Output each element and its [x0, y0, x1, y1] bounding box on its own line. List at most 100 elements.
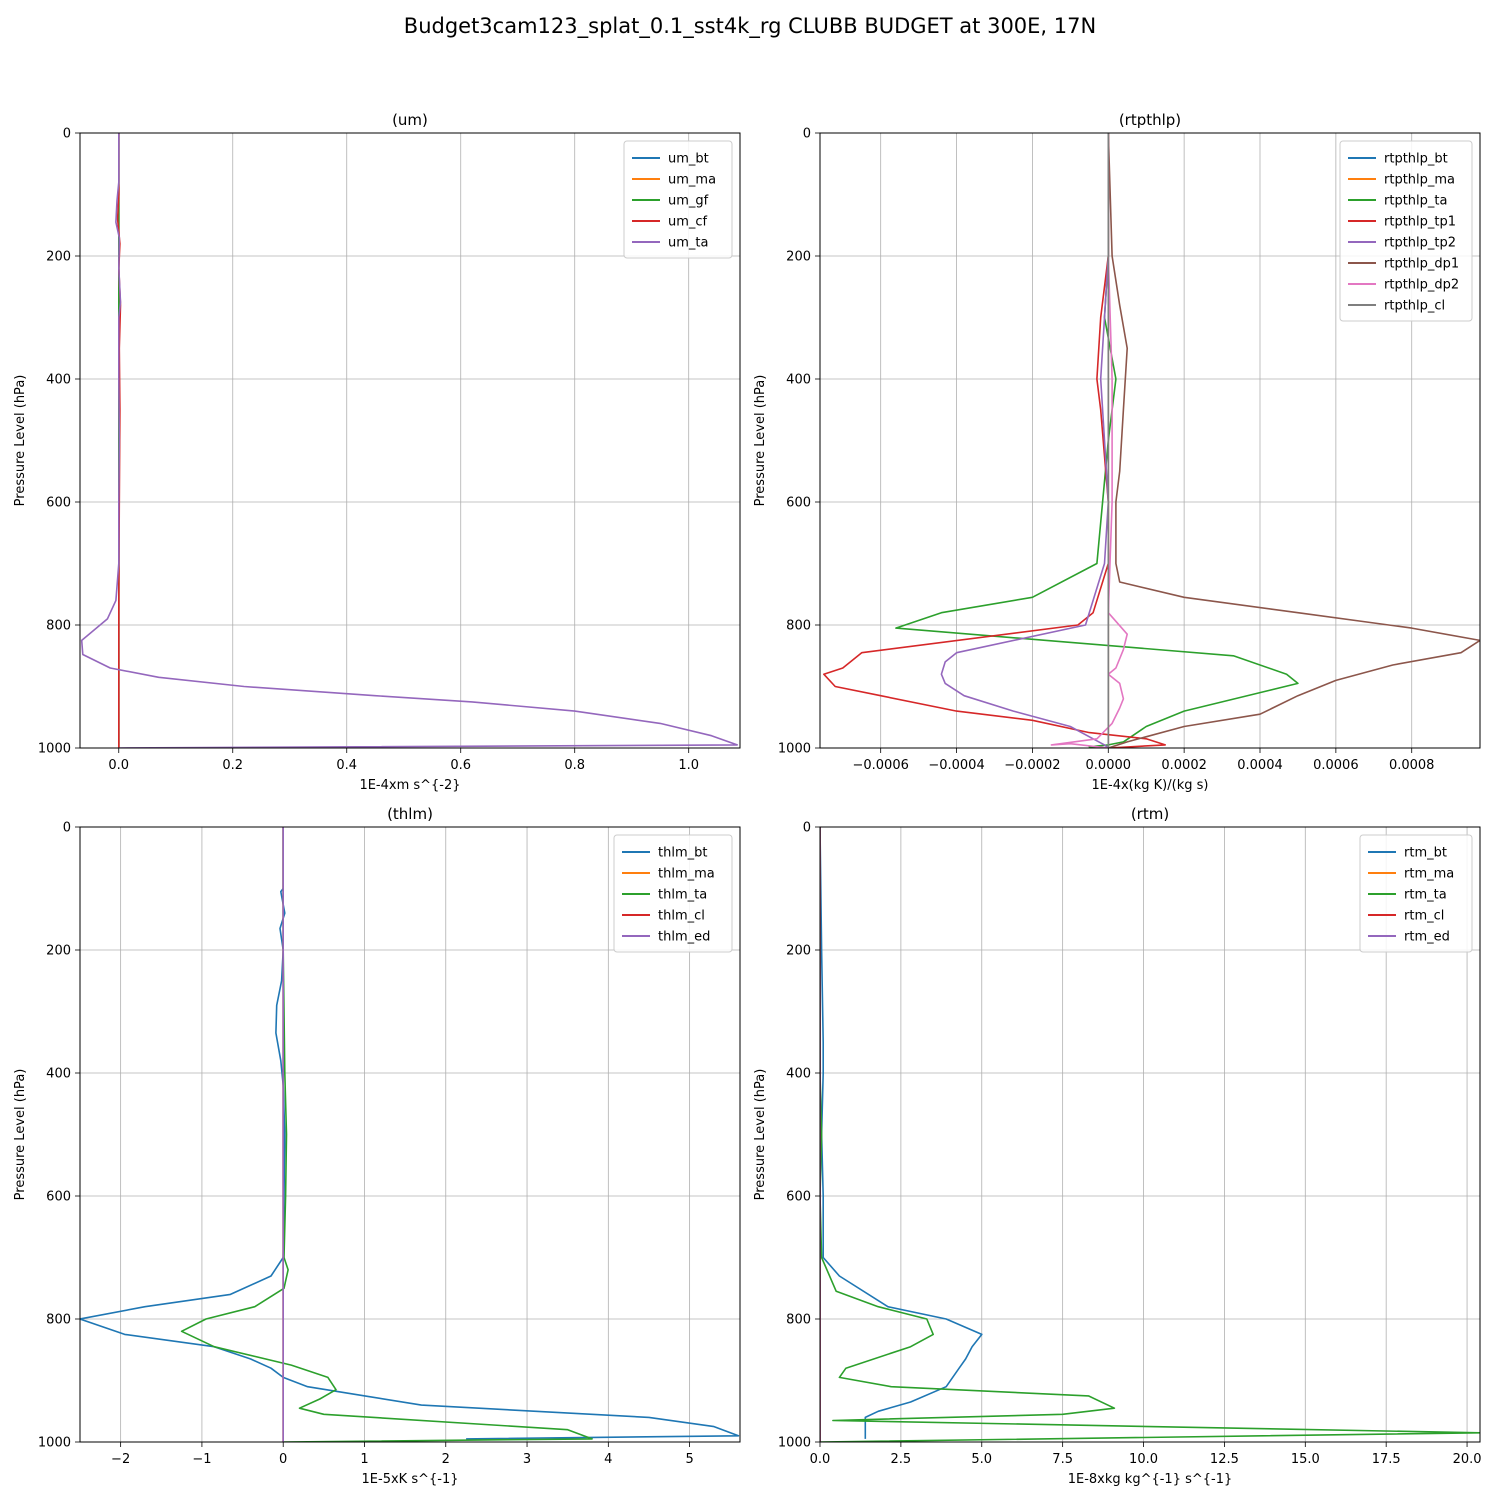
legend-label-rtpthlp_dp1: rtpthlp_dp1	[1384, 257, 1459, 272]
subplot-title: (rtpthlp)	[1119, 111, 1181, 129]
subplot-title: (thlm)	[387, 805, 433, 823]
y-tick-label: 1000	[38, 1436, 71, 1451]
subplot-2: −2 −1 0 1 2 3 4 5 0 200 400 600 800 1000 (thlm) 1E-5xK …	[13, 805, 741, 1487]
x-tick-label: 0.4	[336, 758, 357, 773]
series-line-rtm_bt	[820, 827, 983, 1439]
y-tick-label: 800	[46, 619, 71, 634]
x-axis-label: 1E-4x(kg K)/(kg s)	[1092, 778, 1209, 793]
y-tick-label: 600	[46, 1190, 71, 1205]
x-tick-label: 0.0000	[1086, 758, 1132, 773]
y-tick-label: 200	[786, 250, 811, 265]
x-tick-label: 5	[685, 1452, 693, 1467]
series-group	[822, 133, 1480, 748]
y-axis-label: Pressure Level (hPa)	[753, 1069, 768, 1201]
legend-label-thlm_ma: thlm_ma	[658, 867, 715, 882]
legend-label-rtpthlp_bt: rtpthlp_bt	[1384, 152, 1448, 167]
legend-label-um_gf: um_gf	[668, 194, 709, 209]
x-tick-label: 7.5	[1052, 1452, 1073, 1467]
legend-label-rtpthlp_dp2: rtpthlp_dp2	[1384, 278, 1459, 293]
x-tick-label: −0.0004	[928, 758, 984, 773]
legend-label-um_bt: um_bt	[668, 152, 709, 167]
x-tick-label: 20.0	[1453, 1452, 1482, 1467]
axes-frame	[79, 826, 741, 1443]
legend-label-um_cf: um_cf	[668, 215, 708, 230]
x-tick-label: 0.0006	[1313, 758, 1359, 773]
series-line-rtpthlp_dp1	[1107, 133, 1480, 748]
series-line-rtm_ta	[820, 827, 1480, 1442]
x-tick-label: 3	[523, 1452, 531, 1467]
y-tick-label: 1000	[778, 1436, 811, 1451]
legend-label-thlm_cl: thlm_cl	[658, 909, 705, 924]
legend-label-thlm_ta: thlm_ta	[658, 888, 707, 903]
x-tick-label: 4	[604, 1452, 612, 1467]
subplot-3: 0.0 2.5 5.0 7.5 10.0 12.5 15.0 17.5 20.0 0 200 400 6…	[753, 805, 1482, 1487]
y-tick-label: 1000	[778, 742, 811, 757]
x-tick-label: 10.0	[1129, 1452, 1158, 1467]
series-line-rtpthlp_tp2	[940, 133, 1110, 748]
legend-label-rtpthlp_cl: rtpthlp_cl	[1384, 299, 1445, 314]
x-tick-label: 0.8	[564, 758, 585, 773]
y-tick-label: 0	[63, 127, 71, 142]
legend-label-rtm_cl: rtm_cl	[1404, 909, 1444, 924]
y-tick-label: 600	[786, 496, 811, 511]
y-tick-label: 200	[46, 944, 71, 959]
series-line-um_ta	[80, 133, 739, 748]
x-tick-label: 5.0	[971, 1452, 992, 1467]
x-axis-label: 1E-4xm s^{-2}	[359, 778, 460, 793]
x-tick-label: 0.6	[450, 758, 471, 773]
y-tick-label: 400	[46, 1067, 71, 1082]
legend-label-um_ma: um_ma	[668, 173, 716, 188]
y-tick-label: 0	[63, 821, 71, 836]
y-tick-label: 800	[46, 1313, 71, 1328]
grid	[80, 132, 740, 749]
legend-box	[623, 140, 733, 259]
series-group	[80, 827, 740, 1442]
legend-label-rtm_bt: rtm_bt	[1404, 846, 1447, 861]
x-tick-label: 0	[279, 1452, 287, 1467]
legend-label-rtpthlp_tp1: rtpthlp_tp1	[1384, 215, 1456, 230]
legend-label-rtm_ed: rtm_ed	[1404, 930, 1450, 945]
legend-label-rtm_ma: rtm_ma	[1404, 867, 1454, 882]
subplot-title: (um)	[392, 111, 428, 129]
series-line-rtpthlp_dp2	[1050, 133, 1128, 748]
axes-frame	[79, 132, 741, 749]
legend: rtm_bt rtm_ma rtm_ta rtm_cl rtm_ed	[1359, 834, 1473, 953]
y-axis-label: Pressure Level (hPa)	[13, 1069, 28, 1201]
x-axis-label: 1E-5xK s^{-1}	[362, 1472, 459, 1487]
x-axis-label: 1E-8xkg kg^{-1} s^{-1}	[1068, 1472, 1233, 1487]
x-tick-label: −1	[192, 1452, 211, 1467]
y-tick-label: 800	[786, 619, 811, 634]
subplot-title: (rtm)	[1131, 805, 1169, 823]
y-tick-label: 200	[46, 250, 71, 265]
series-line-rtpthlp_tp1	[822, 133, 1166, 748]
x-tick-label: 15.0	[1291, 1452, 1320, 1467]
x-tick-label: 2.5	[891, 1452, 912, 1467]
x-tick-label: 0.0	[108, 758, 129, 773]
legend-label-rtpthlp_ta: rtpthlp_ta	[1384, 194, 1447, 209]
series-group	[80, 133, 739, 748]
y-tick-label: 1000	[38, 742, 71, 757]
legend-label-rtpthlp_ma: rtpthlp_ma	[1384, 173, 1455, 188]
legend-box	[1339, 140, 1473, 322]
x-tick-label: 0.0002	[1161, 758, 1207, 773]
x-tick-label: 17.5	[1372, 1452, 1401, 1467]
y-tick-label: 400	[46, 373, 71, 388]
x-tick-label: −0.0006	[852, 758, 908, 773]
legend: rtpthlp_bt rtpthlp_ma rtpthlp_ta rtpthlp_tp…	[1339, 140, 1473, 322]
y-tick-label: 400	[786, 373, 811, 388]
x-tick-label: 0.0	[810, 1452, 831, 1467]
x-tick-label: 1.0	[678, 758, 699, 773]
series-line-thlm_ta	[180, 827, 593, 1442]
legend-box	[613, 834, 733, 953]
y-tick-label: 200	[786, 944, 811, 959]
legend-box	[1359, 834, 1473, 953]
legend: um_bt um_ma um_gf um_cf um_ta	[623, 140, 733, 259]
y-tick-label: 600	[786, 1190, 811, 1205]
y-axis-label: Pressure Level (hPa)	[753, 375, 768, 507]
x-tick-label: 0.2	[222, 758, 243, 773]
x-tick-label: 2	[442, 1452, 450, 1467]
y-tick-label: 600	[46, 496, 71, 511]
x-tick-label: −2	[111, 1452, 130, 1467]
subplot-1: −0.0006 −0.0004 −0.0002 0.0000 0.0002 0.0004 0…	[753, 111, 1481, 793]
x-tick-label: 0.0004	[1237, 758, 1283, 773]
